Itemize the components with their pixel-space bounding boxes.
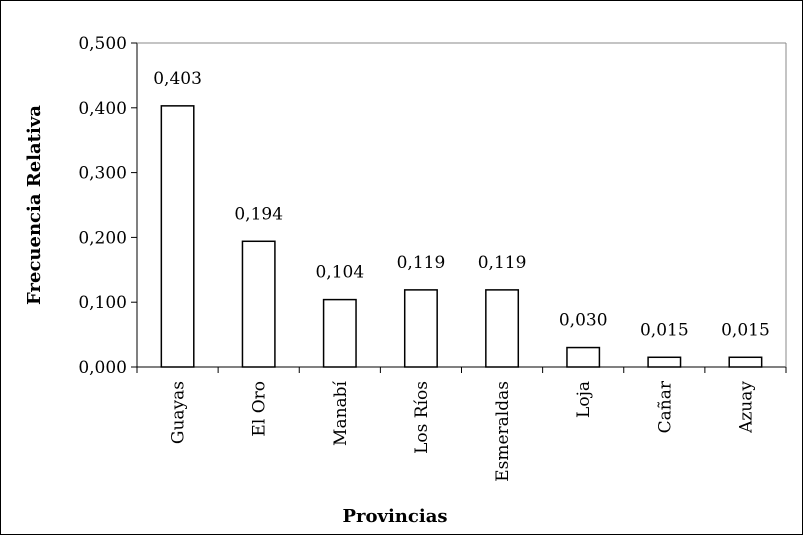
y-ticks: 0,000 0,100 0,200 0,300 0,400 0,500 xyxy=(78,34,137,378)
category-label: Azuay xyxy=(736,381,756,434)
value-label: 0,119 xyxy=(397,253,446,273)
value-label: 0,119 xyxy=(478,253,527,273)
bar xyxy=(647,356,682,368)
category-label: Loja xyxy=(574,381,594,418)
bar xyxy=(566,346,601,368)
x-axis-title: Provincias xyxy=(342,506,447,527)
category-label: Manabí xyxy=(331,380,351,446)
category-label: Esmeraldas xyxy=(493,381,513,482)
bar xyxy=(485,289,520,368)
y-tick-label: 0,000 xyxy=(78,358,127,378)
bar xyxy=(403,289,438,368)
bar xyxy=(728,356,763,368)
bars xyxy=(160,105,763,368)
category-label: El Oro xyxy=(250,381,270,437)
category-label: Cañar xyxy=(655,380,675,433)
category-labels: Guayas El Oro Manabí Los Ríos Esmeraldas Loja… xyxy=(169,380,757,482)
y-tick-label: 0,400 xyxy=(78,99,127,119)
bar xyxy=(322,298,357,368)
y-tick-label: 0,200 xyxy=(78,228,127,248)
value-label: 0,194 xyxy=(234,204,283,224)
value-label: 0,030 xyxy=(559,311,608,331)
category-label: Los Ríos xyxy=(412,381,432,454)
value-labels: 0,403 0,194 0,104 0,119 0,119 0,030 0,015 0,015 xyxy=(153,69,770,340)
category-label: Guayas xyxy=(169,381,189,444)
value-label: 0,403 xyxy=(153,69,202,89)
x-ticks xyxy=(136,367,787,373)
bar xyxy=(241,240,276,368)
y-tick-label: 0,100 xyxy=(78,293,127,313)
plot-area: 0,000 0,100 0,200 0,300 0,400 0,500 0,403 0,19… xyxy=(78,34,787,482)
y-axis-title: Frecuencia Relativa xyxy=(24,105,45,305)
y-tick-label: 0,500 xyxy=(78,34,127,54)
value-label: 0,015 xyxy=(640,320,689,340)
bar xyxy=(160,105,195,368)
y-tick-label: 0,300 xyxy=(78,164,127,184)
value-label: 0,015 xyxy=(721,320,770,340)
value-label: 0,104 xyxy=(315,263,364,283)
